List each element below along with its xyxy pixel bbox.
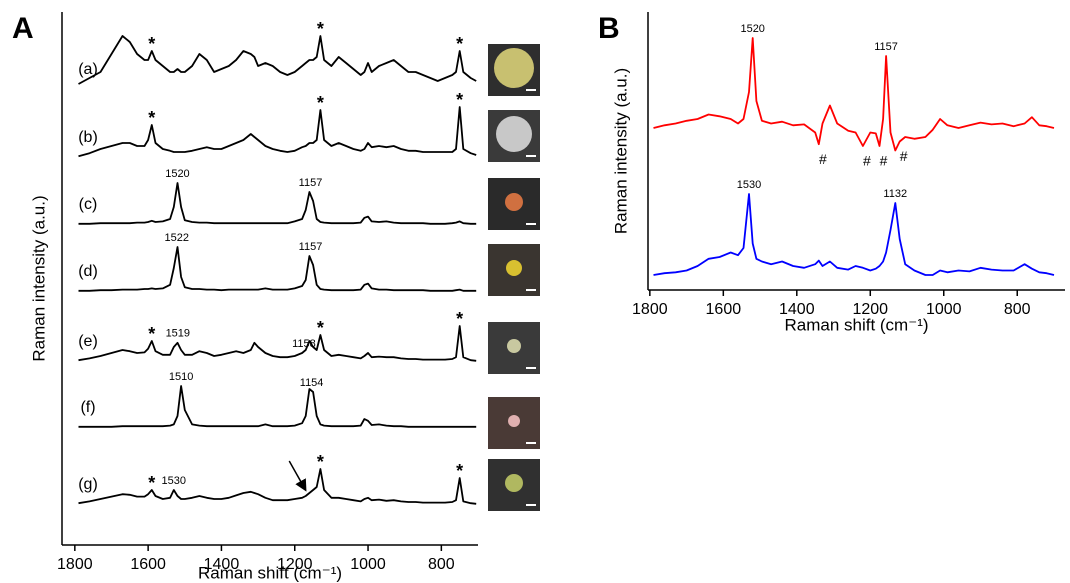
peak-label: 1522 — [164, 232, 188, 244]
x-axis-label: Raman shift (cm⁻¹) — [784, 315, 928, 334]
x-tick-label: 800 — [428, 556, 455, 573]
spectrum — [653, 37, 1055, 152]
asterisk: * — [456, 90, 463, 110]
row-label: (b) — [78, 129, 98, 146]
peak-label: 1157 — [874, 41, 898, 53]
peak-label: 1520 — [740, 23, 764, 35]
arrow — [288, 460, 307, 492]
asterisk: * — [148, 108, 155, 128]
row-label: (e) — [78, 333, 98, 350]
spectrum — [78, 325, 477, 362]
sample-droplet — [506, 260, 522, 276]
row-label: (a) — [78, 61, 98, 78]
peak-label: 1158 — [292, 338, 316, 350]
asterisk: * — [148, 324, 155, 344]
x-tick-label: 800 — [1004, 301, 1031, 318]
asterisk: * — [317, 93, 324, 113]
peak-label: 1520 — [165, 168, 189, 180]
row-label: (f) — [80, 399, 95, 416]
y-axis-label: Raman intensity (a.u.) — [29, 195, 48, 361]
sample-droplet — [496, 116, 532, 152]
hash-mark: # — [819, 151, 827, 167]
peak-label: 1132 — [883, 188, 907, 200]
x-axis-label: Raman shift (cm⁻¹) — [198, 563, 342, 582]
x-tick-label: 1200 — [277, 556, 313, 573]
sample-droplet — [507, 339, 521, 353]
peak-label: 1530 — [162, 475, 186, 487]
x-tick-label: 1000 — [926, 301, 962, 318]
asterisk: * — [148, 473, 155, 493]
spectrum — [653, 193, 1055, 276]
peak-label: 1154 — [300, 377, 324, 389]
sample-droplet — [505, 474, 523, 492]
x-tick-label: 1400 — [779, 301, 815, 318]
asterisk: * — [317, 19, 324, 39]
spectrum — [78, 385, 477, 428]
peak-label: 1157 — [299, 241, 323, 253]
hash-mark: # — [900, 148, 908, 164]
x-tick-label: 1600 — [706, 301, 742, 318]
asterisk: * — [456, 34, 463, 54]
spectrum — [78, 468, 477, 505]
peak-label: 1519 — [166, 328, 190, 340]
peak-label: 1510 — [169, 371, 193, 383]
spectrum — [78, 182, 477, 225]
asterisk: * — [456, 461, 463, 481]
spectrum — [78, 106, 477, 158]
x-tick-label: 1600 — [130, 556, 166, 573]
x-tick-label: 1400 — [204, 556, 240, 573]
asterisk: * — [456, 309, 463, 329]
hash-mark: # — [863, 153, 871, 169]
x-tick-label: 1000 — [350, 556, 386, 573]
sample-droplet — [494, 48, 534, 88]
peak-label: 1530 — [737, 179, 761, 191]
y-axis-label: Raman intensity (a.u.) — [611, 68, 630, 234]
peak-label: 1157 — [299, 177, 323, 189]
x-tick-label: 1800 — [632, 301, 668, 318]
row-label: (g) — [78, 476, 98, 493]
hash-mark: # — [880, 153, 888, 169]
x-tick-label: 1200 — [852, 301, 888, 318]
x-tick-label: 1800 — [57, 556, 93, 573]
row-label: (d) — [78, 263, 98, 280]
sample-droplet — [508, 415, 520, 427]
spectrum — [78, 35, 477, 85]
asterisk: * — [148, 34, 155, 54]
asterisk: * — [317, 452, 324, 472]
row-label: (c) — [79, 196, 98, 213]
asterisk: * — [317, 318, 324, 338]
panel-label: B — [598, 12, 620, 45]
spectrum — [78, 246, 477, 292]
panel-label: A — [12, 12, 34, 45]
sample-droplet — [505, 193, 523, 211]
